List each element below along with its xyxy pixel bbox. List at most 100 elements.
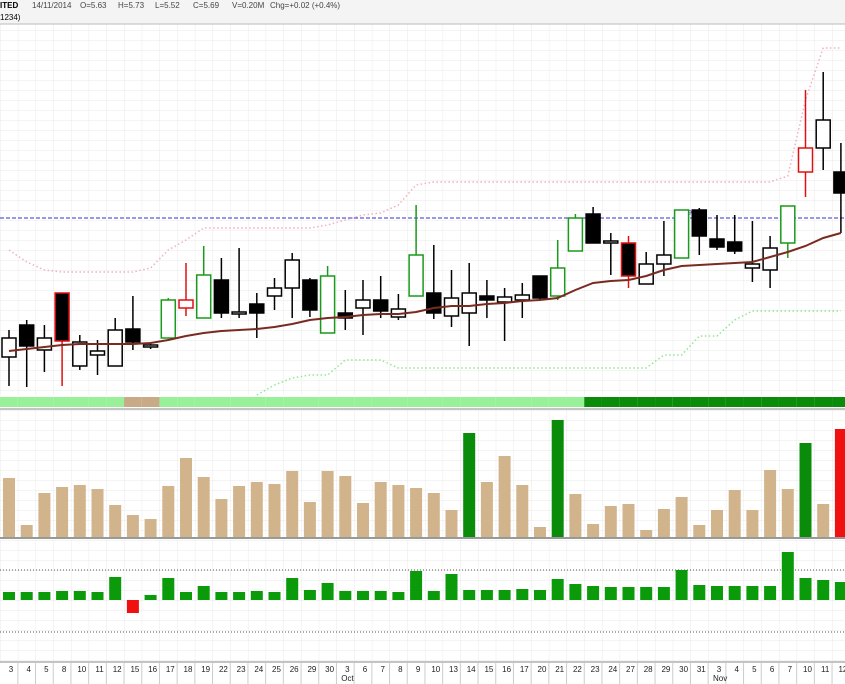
oscillator-bar xyxy=(799,578,812,600)
regime-strip xyxy=(424,397,443,407)
oscillator-bar xyxy=(498,590,511,600)
regime-strip xyxy=(690,397,709,407)
regime-strip xyxy=(354,397,372,407)
volume-bar xyxy=(817,504,830,537)
oscillator-bar xyxy=(657,587,670,600)
volume-bar xyxy=(91,489,104,537)
candle-body xyxy=(673,209,690,259)
oscillator-bar xyxy=(817,580,830,600)
regime-strip xyxy=(283,397,302,407)
volume-bar xyxy=(268,484,281,537)
volume-bar xyxy=(587,524,600,537)
oscillator-bar xyxy=(781,552,794,600)
candle-body xyxy=(72,341,88,367)
regime-strip xyxy=(495,397,514,407)
volume-bar xyxy=(56,487,69,537)
oscillator-bar xyxy=(20,592,33,600)
regime-strip xyxy=(230,397,248,407)
candle-body xyxy=(284,259,300,289)
regime-strip xyxy=(478,397,496,407)
x-tick-label: 15 xyxy=(130,665,139,674)
oscillator-bar xyxy=(728,586,741,600)
x-tick-label: 12 xyxy=(113,665,122,674)
oscillator-bar xyxy=(834,582,845,600)
x-tick-label: 23 xyxy=(591,665,600,674)
candle-body xyxy=(620,242,637,277)
regime-strip xyxy=(743,397,762,407)
regime-strip xyxy=(177,397,195,407)
x-tick-label: 25 xyxy=(272,665,281,674)
oscillator-bar xyxy=(480,590,493,600)
oscillator-bar xyxy=(3,592,15,600)
x-tick-label: 8 xyxy=(62,665,67,674)
x-tick-label: 20 xyxy=(538,665,547,674)
x-tick-label: 17 xyxy=(520,665,529,674)
header-high: H=5.73 xyxy=(118,1,145,10)
x-tick-label: 7 xyxy=(380,665,385,674)
x-tick-label: 6 xyxy=(363,665,368,674)
volume-bar xyxy=(392,485,405,537)
oscillator-bar xyxy=(286,578,299,600)
regime-strip xyxy=(637,397,656,407)
x-tick-label: 7 xyxy=(788,665,793,674)
candle-body xyxy=(355,299,371,309)
x-tick-label: 16 xyxy=(148,665,157,674)
regime-strip xyxy=(548,397,567,407)
oscillator-bar xyxy=(339,591,352,600)
volume-bar xyxy=(711,510,723,537)
candle-body xyxy=(372,299,389,312)
header-change: Chg=+0.02 (+0.4%) xyxy=(270,1,340,10)
volume-bar xyxy=(215,499,228,537)
oscillator-bar xyxy=(357,591,369,600)
x-tick-label: 22 xyxy=(573,665,582,674)
oscillator-bar xyxy=(764,586,777,600)
oscillator-bar xyxy=(109,577,122,600)
candle-body xyxy=(125,328,141,343)
volume-bar xyxy=(321,471,334,537)
regime-strip xyxy=(141,397,160,407)
volume-bar xyxy=(746,510,759,537)
regime-strip xyxy=(301,397,319,407)
volume-bar xyxy=(109,505,122,537)
oscillator-bar xyxy=(56,591,69,600)
candle-body xyxy=(195,274,212,319)
oscillator-bar xyxy=(693,585,706,600)
candle-body xyxy=(178,299,194,309)
volume-bar xyxy=(693,525,706,537)
oscillator-bar xyxy=(38,592,51,600)
x-tick-label: 16 xyxy=(502,665,511,674)
candle-body xyxy=(567,217,584,252)
x-tick-label: 6 xyxy=(770,665,775,674)
oscillator-bar xyxy=(374,591,387,600)
x-tick-label: 13 xyxy=(449,665,458,674)
oscillator-bar xyxy=(427,591,440,600)
volume-bar xyxy=(445,510,458,537)
candle-body xyxy=(54,292,70,342)
regime-strip xyxy=(442,397,461,407)
volume-bar xyxy=(675,497,688,537)
volume-bar xyxy=(162,486,175,537)
regime-strip xyxy=(655,397,673,407)
volume-bar xyxy=(657,509,670,537)
volume-bar xyxy=(38,493,51,537)
oscillator-bar xyxy=(144,595,157,600)
volume-bar xyxy=(3,478,15,537)
oscillator-bar xyxy=(569,584,582,600)
candle-body xyxy=(266,287,283,297)
oscillator-bar xyxy=(250,591,263,600)
candle-body xyxy=(815,119,831,149)
oscillator-bar xyxy=(622,587,635,600)
candle-body xyxy=(726,241,743,252)
oscillator-bar xyxy=(180,592,192,600)
regime-strip xyxy=(194,397,213,407)
x-tick-label: 30 xyxy=(325,665,334,674)
volume-bar xyxy=(781,489,794,537)
regime-strip xyxy=(407,397,425,407)
month-label: Oct xyxy=(341,674,354,683)
regime-strip xyxy=(584,397,602,407)
oscillator-bar xyxy=(410,571,423,600)
regime-strip xyxy=(796,397,815,407)
volume-bar xyxy=(233,486,246,537)
regime-strip xyxy=(832,397,845,407)
x-tick-label: 10 xyxy=(803,665,812,674)
